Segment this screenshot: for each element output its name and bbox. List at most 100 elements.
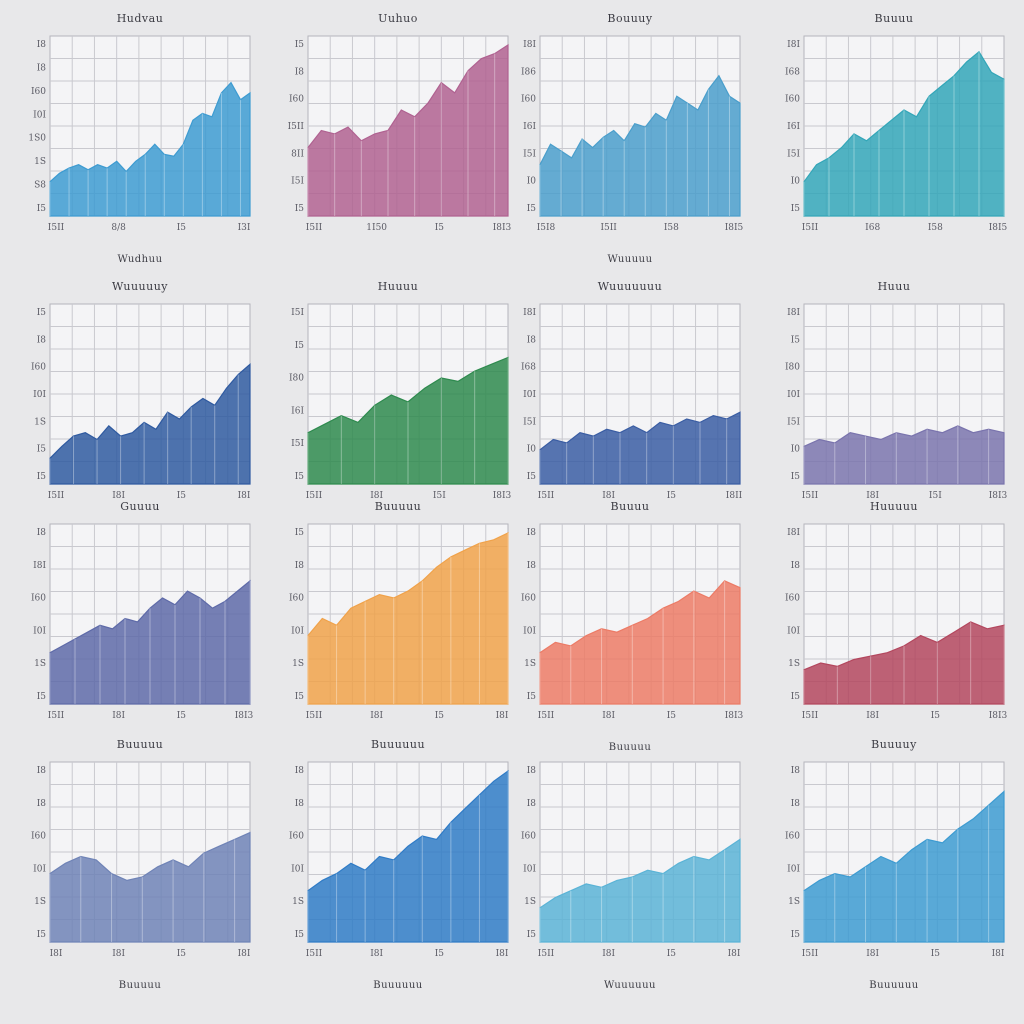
y-tick-label: I5 xyxy=(791,204,801,214)
y-tick-label: I8I xyxy=(787,308,800,318)
y-tick-label: 1S xyxy=(524,897,536,907)
chart-footer: Wudhuu xyxy=(117,254,163,265)
y-tick-label: I5 xyxy=(295,341,305,351)
y-tick-label: I5I xyxy=(523,149,536,159)
y-tick-label: I5I xyxy=(291,439,304,449)
x-tick-label: I8I xyxy=(238,949,251,959)
y-tick-label: 1S xyxy=(292,659,304,669)
y-tick-label: I8I xyxy=(523,40,536,50)
y-tick-label: I60 xyxy=(785,832,800,842)
y-tick-label: I5 xyxy=(295,40,305,50)
y-tick-label: I5 xyxy=(295,528,305,538)
chart-title: Guuuu xyxy=(120,500,160,513)
x-tick-label: I8I xyxy=(602,491,615,501)
chart-title: Uuhuo xyxy=(378,12,418,25)
y-tick-label: I8 xyxy=(37,528,47,538)
chart-title: Huuuu xyxy=(377,280,419,293)
y-tick-label: I5I xyxy=(787,149,800,159)
area-series xyxy=(49,362,251,485)
y-tick-label: I80 xyxy=(785,363,800,373)
x-tick-label: I8I xyxy=(50,949,63,959)
y-tick-label: I5I xyxy=(523,417,536,427)
area-series xyxy=(803,790,1005,943)
y-tick-label: I5 xyxy=(37,930,47,940)
x-tick-label: I8I3 xyxy=(493,223,512,233)
y-tick-label: I8I xyxy=(787,528,800,538)
chart-title: Buuuuu xyxy=(374,500,422,513)
y-tick-label: I0I xyxy=(291,626,304,636)
x-tick-label: I8I3 xyxy=(725,711,744,721)
chart-panel: Huuuu I5I I5 I80 I6I I5I I5 I5II I8I I5I I8I3 xyxy=(278,280,518,540)
x-tick-label: I5 xyxy=(667,711,677,721)
x-tick-label: I5II xyxy=(306,223,323,233)
y-tick-label: I0I xyxy=(33,626,46,636)
y-tick-label: I8 xyxy=(527,528,537,538)
x-tick-label: I8I3 xyxy=(235,711,254,721)
chart-title: Wuuuuuy xyxy=(112,280,168,293)
y-tick-label: 1S xyxy=(292,897,304,907)
area-series xyxy=(49,831,251,943)
area-series xyxy=(307,43,509,217)
y-tick-label: I8 xyxy=(295,799,305,809)
x-tick-label: I5II xyxy=(538,491,555,501)
y-tick-label: I5 xyxy=(37,308,47,318)
chart-title: Hudvau xyxy=(116,12,164,25)
x-tick-label: I5I xyxy=(929,491,942,501)
x-tick-label: I8I xyxy=(496,949,509,959)
y-tick-label: I60 xyxy=(31,594,46,604)
y-tick-label: I8 xyxy=(527,799,537,809)
y-tick-label: I60 xyxy=(785,594,800,604)
y-tick-label: I5 xyxy=(527,930,537,940)
y-tick-label: I5 xyxy=(37,445,47,455)
y-tick-label: I5 xyxy=(295,692,305,702)
x-tick-label: I5 xyxy=(435,223,445,233)
y-tick-label: I8 xyxy=(295,766,305,776)
x-tick-label: I5II xyxy=(802,711,819,721)
x-tick-label: 8/8 xyxy=(111,223,126,233)
x-tick-label: I8I5 xyxy=(989,223,1008,233)
y-tick-label: I5 xyxy=(791,692,801,702)
y-tick-label: I8 xyxy=(791,561,801,571)
y-tick-label: I8 xyxy=(791,799,801,809)
y-tick-label: I5 xyxy=(791,930,801,940)
y-tick-label: I86 xyxy=(521,67,536,77)
x-tick-label: I5I xyxy=(433,491,446,501)
x-tick-label: I8I xyxy=(112,949,125,959)
y-tick-label: I68 xyxy=(785,67,800,77)
y-tick-label: I5II xyxy=(288,122,305,132)
x-tick-label: I5 xyxy=(177,711,187,721)
x-tick-label: I8I xyxy=(602,949,615,959)
y-tick-label: 1S xyxy=(34,157,46,167)
y-tick-label: I5 xyxy=(37,204,47,214)
x-tick-label: I8I xyxy=(112,711,125,721)
y-tick-label: I60 xyxy=(289,832,304,842)
chart-panel: Huuuuu I8I I8 I60 I0I 1S I5 I5II I8I I5 I8I3 xyxy=(774,500,1014,760)
y-tick-label: I0I xyxy=(33,864,46,874)
chart-footer: Buuuuuu xyxy=(373,980,423,991)
x-tick-label: I5 xyxy=(931,949,941,959)
area-series xyxy=(49,579,251,705)
x-tick-label: I8I xyxy=(496,711,509,721)
y-tick-label: I0I xyxy=(523,864,536,874)
area-series xyxy=(307,769,509,943)
x-tick-label: I5 xyxy=(667,949,677,959)
y-tick-label: I60 xyxy=(521,95,536,105)
y-tick-label: I60 xyxy=(31,363,46,373)
y-tick-label: I8 xyxy=(37,40,47,50)
x-tick-label: I8I xyxy=(992,949,1005,959)
y-tick-label: I8 xyxy=(295,561,305,571)
chart-title: Wuuuuuuu xyxy=(597,280,663,293)
x-tick-label: I8I xyxy=(112,491,125,501)
y-tick-label: 1S xyxy=(34,897,46,907)
x-tick-label: I8I xyxy=(370,491,383,501)
x-tick-label: I58 xyxy=(664,223,679,233)
y-tick-label: I5 xyxy=(791,335,801,345)
y-tick-label: 1S xyxy=(788,897,800,907)
y-tick-label: I6I xyxy=(787,122,800,132)
